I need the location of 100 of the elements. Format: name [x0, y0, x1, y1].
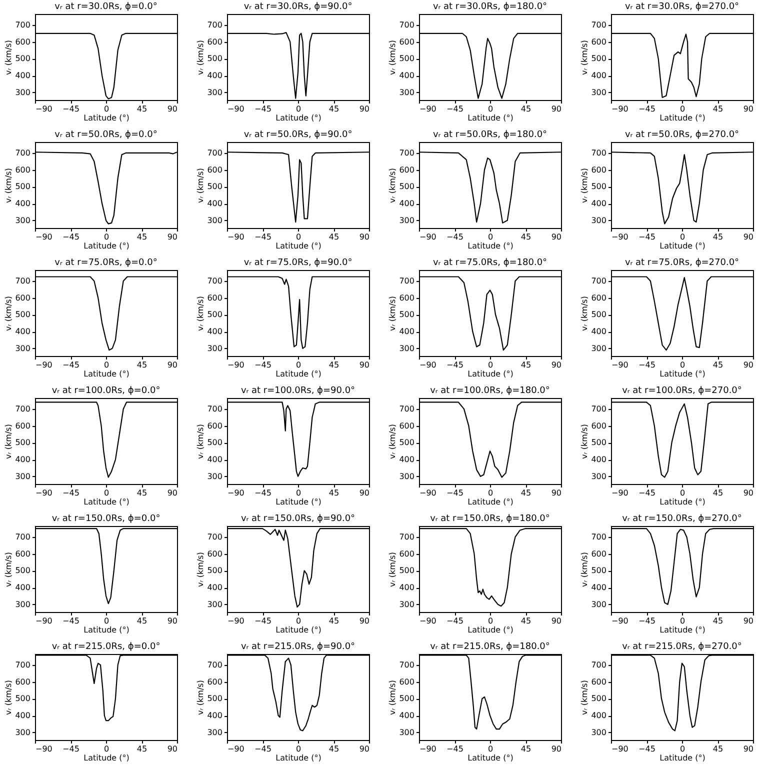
x-tick-label: −90 [420, 104, 436, 114]
y-tick-label: 500 [207, 566, 222, 576]
x-tick-label: −90 [36, 360, 52, 370]
x-tick-label: 0 [296, 744, 302, 754]
y-tick-label: 600 [207, 421, 222, 430]
y-tick-label: 500 [207, 182, 222, 192]
y-tick-label: 700 [399, 148, 414, 158]
y-tick-label: 300 [207, 472, 222, 481]
y-tick-label: 600 [591, 677, 606, 686]
y-axis-title: vᵣ (km/s) [388, 552, 398, 587]
x-tick-label: 0 [680, 488, 686, 498]
x-tick-label: 45 [520, 744, 532, 754]
x-tick-label: 0 [488, 232, 494, 242]
chart-title: vᵣ at r=30.0Rs, ϕ=90.0° [244, 2, 352, 12]
x-tick-label: 45 [712, 232, 724, 242]
chart-title: vᵣ at r=150.0Rs, ϕ=90.0° [240, 514, 356, 524]
x-tick-label: 0 [104, 616, 110, 626]
chart-title: vᵣ at r=150.0Rs, ϕ=180.0° [430, 514, 550, 524]
x-tick-label: 45 [136, 744, 148, 754]
y-tick-label: 600 [15, 421, 30, 430]
x-tick-label: 90 [551, 744, 562, 754]
x-tick-label: −90 [36, 232, 52, 242]
x-axis-title: Latitude (°) [660, 114, 706, 122]
chart-title: vᵣ at r=75.0Rs, ϕ=180.0° [432, 258, 548, 268]
y-tick-label: 300 [15, 344, 30, 353]
y-tick-label: 300 [207, 344, 222, 353]
y-tick-label: 500 [15, 694, 30, 704]
y-axis-title: vᵣ (km/s) [196, 680, 206, 715]
y-tick-label: 600 [591, 421, 606, 430]
x-tick-label: 0 [296, 616, 302, 626]
y-tick-label: 400 [591, 583, 606, 592]
chart-title: vᵣ at r=100.0Rs, ϕ=0.0° [52, 386, 160, 396]
x-tick-label: 0 [296, 360, 302, 370]
y-tick-label: 300 [399, 728, 414, 737]
y-tick-label: 500 [399, 566, 414, 576]
x-tick-label: 45 [712, 744, 724, 754]
y-tick-label: 700 [591, 404, 606, 414]
x-tick-label: −45 [446, 488, 464, 498]
chart-title: vᵣ at r=50.0Rs, ϕ=0.0° [54, 130, 158, 140]
x-tick-label: 45 [136, 360, 148, 370]
y-axis-title: vᵣ (km/s) [580, 552, 590, 587]
x-tick-label: 0 [680, 744, 686, 754]
x-tick-label: −45 [62, 232, 80, 242]
chart-title: vᵣ at r=150.0Rs, ϕ=270.0° [622, 514, 742, 524]
y-axis-title: vᵣ (km/s) [580, 40, 590, 75]
x-tick-label: −45 [62, 104, 80, 114]
x-tick-label: −90 [420, 488, 436, 498]
y-tick-label: 600 [207, 549, 222, 558]
y-axis-title: vᵣ (km/s) [4, 424, 14, 459]
x-tick-label: −90 [228, 360, 244, 370]
y-tick-label: 700 [15, 20, 30, 30]
x-tick-label: 0 [104, 104, 110, 114]
y-tick-label: 700 [591, 276, 606, 286]
x-tick-label: −90 [36, 744, 52, 754]
y-tick-label: 600 [399, 37, 414, 46]
y-axis-title: vᵣ (km/s) [196, 296, 206, 331]
y-tick-label: 700 [399, 532, 414, 542]
x-axis-title: Latitude (°) [276, 498, 322, 506]
x-tick-label: 0 [296, 104, 302, 114]
y-tick-label: 500 [15, 566, 30, 576]
y-tick-label: 600 [15, 549, 30, 558]
y-tick-label: 400 [15, 711, 30, 720]
y-tick-label: 500 [399, 54, 414, 64]
x-tick-label: 45 [328, 616, 340, 626]
x-axis-title: Latitude (°) [468, 626, 514, 634]
y-tick-label: 500 [591, 438, 606, 448]
y-tick-label: 700 [15, 148, 30, 158]
x-tick-label: −45 [62, 616, 80, 626]
y-axis-title: vᵣ (km/s) [388, 40, 398, 75]
x-tick-label: −45 [446, 360, 464, 370]
x-axis-title: Latitude (°) [660, 626, 706, 634]
y-axis-title: vᵣ (km/s) [388, 680, 398, 715]
y-tick-label: 300 [207, 216, 222, 225]
y-axis-title: vᵣ (km/s) [4, 680, 14, 715]
chart-title: vᵣ at r=215.0Rs, ϕ=90.0° [240, 642, 356, 652]
x-tick-label: −45 [254, 232, 272, 242]
x-tick-label: 0 [680, 104, 686, 114]
x-tick-label: 45 [712, 104, 724, 114]
x-tick-label: −45 [62, 488, 80, 498]
x-axis-title: Latitude (°) [660, 498, 706, 506]
y-tick-label: 400 [15, 455, 30, 464]
y-tick-label: 300 [399, 344, 414, 353]
x-tick-label: −45 [62, 744, 80, 754]
x-tick-label: −90 [612, 744, 628, 754]
chart-title: vᵣ at r=75.0Rs, ϕ=270.0° [624, 258, 740, 268]
y-tick-label: 600 [207, 165, 222, 174]
y-tick-label: 600 [399, 677, 414, 686]
chart-title: vᵣ at r=50.0Rs, ϕ=180.0° [432, 130, 548, 140]
chart-title: vᵣ at r=150.0Rs, ϕ=0.0° [52, 514, 160, 524]
x-tick-label: 0 [104, 232, 110, 242]
y-tick-label: 400 [399, 327, 414, 336]
x-tick-label: −90 [36, 104, 52, 114]
y-tick-label: 600 [15, 165, 30, 174]
x-axis-title: Latitude (°) [276, 114, 322, 122]
y-axis-title: vᵣ (km/s) [580, 424, 590, 459]
y-tick-label: 700 [591, 20, 606, 30]
y-tick-label: 700 [591, 660, 606, 670]
chart-title: vᵣ at r=215.0Rs, ϕ=0.0° [52, 642, 160, 652]
x-axis-title: Latitude (°) [468, 370, 514, 378]
y-tick-label: 600 [207, 37, 222, 46]
